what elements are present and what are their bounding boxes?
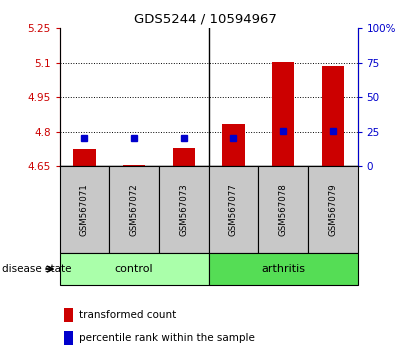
Bar <box>73 149 96 166</box>
Bar <box>123 165 145 166</box>
Bar <box>321 66 344 166</box>
Text: GSM567071: GSM567071 <box>80 183 89 236</box>
Text: GSM567079: GSM567079 <box>328 183 337 236</box>
Bar <box>173 148 195 166</box>
Text: control: control <box>115 264 153 274</box>
Text: disease state: disease state <box>2 264 72 274</box>
Text: GSM567072: GSM567072 <box>129 183 139 236</box>
Text: transformed count: transformed count <box>79 310 176 320</box>
Bar <box>272 62 294 166</box>
Bar <box>222 124 245 166</box>
Text: GDS5244 / 10594967: GDS5244 / 10594967 <box>134 12 277 25</box>
Text: GSM567073: GSM567073 <box>179 183 188 236</box>
Text: arthritis: arthritis <box>261 264 305 274</box>
Text: GSM567077: GSM567077 <box>229 183 238 236</box>
Text: GSM567078: GSM567078 <box>279 183 288 236</box>
Text: percentile rank within the sample: percentile rank within the sample <box>79 333 255 343</box>
